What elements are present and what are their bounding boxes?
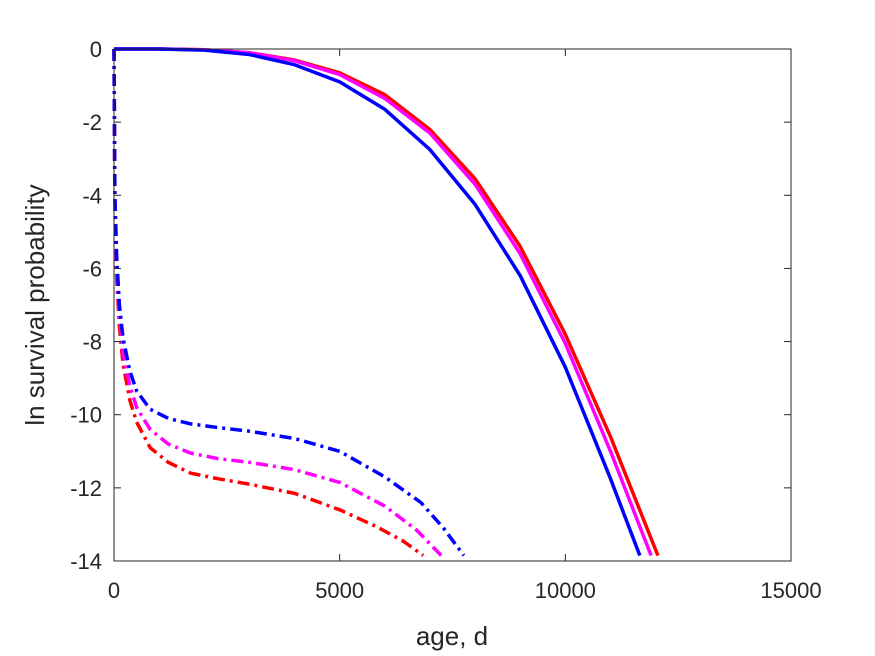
- x-tick-label: 10000: [535, 578, 596, 603]
- plot-area: [114, 49, 791, 561]
- y-axis-label: ln survival probability: [20, 184, 50, 425]
- axes-box: [113, 48, 792, 562]
- series-line-4: [112, 48, 425, 557]
- y-tick-label: -12: [70, 476, 102, 501]
- x-tick-label: 0: [108, 578, 120, 603]
- y-tick-label: -14: [70, 549, 102, 574]
- y-tick-label: 0: [90, 37, 102, 62]
- y-tick-label: -2: [82, 110, 102, 135]
- x-axis-label: age, d: [416, 621, 488, 651]
- x-tick-label: 15000: [760, 578, 821, 603]
- series-layer: [112, 47, 660, 557]
- x-tick-label: 5000: [315, 578, 364, 603]
- y-tick-label: -8: [82, 330, 102, 355]
- series-line-3: [114, 47, 642, 557]
- y-tick-label: -6: [82, 256, 102, 281]
- tick-layer: 0 5000 10000 15000 0 -2 -4 -6 -8 -10 -12 -14: [70, 37, 821, 603]
- y-tick-label: -4: [82, 183, 102, 208]
- y-tick-label: -10: [70, 403, 102, 428]
